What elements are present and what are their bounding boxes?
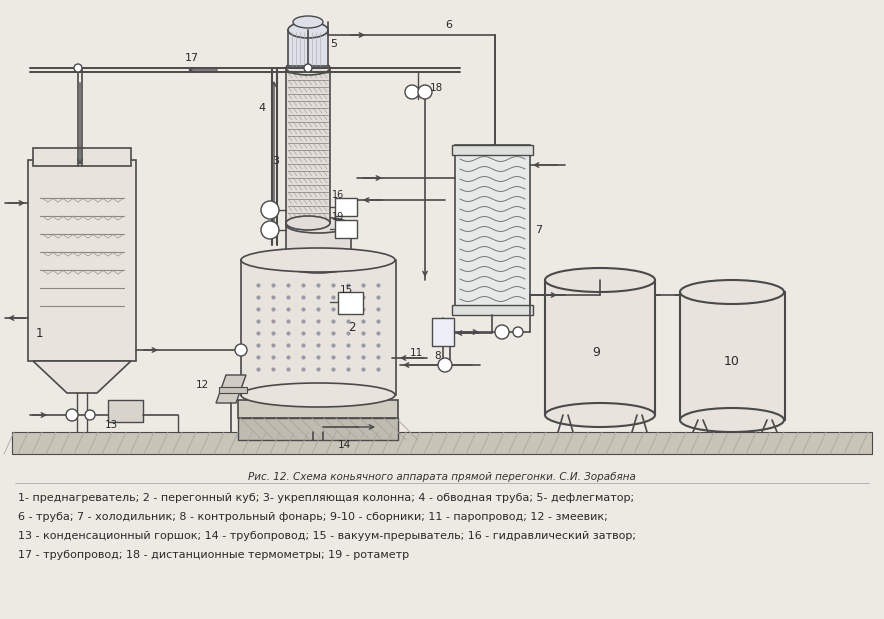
- Bar: [33, 148, 131, 166]
- Circle shape: [74, 64, 82, 72]
- Polygon shape: [216, 375, 246, 403]
- Text: 6 - труба; 7 - холодильник; 8 - контрольный фонарь; 9-10 - сборники; 11 - паропр: 6 - труба; 7 - холодильник; 8 - контроль…: [18, 512, 608, 522]
- Text: 14: 14: [338, 440, 351, 450]
- Bar: [108, 400, 143, 422]
- Bar: [335, 198, 357, 216]
- Ellipse shape: [288, 22, 328, 38]
- Text: 12: 12: [196, 380, 210, 390]
- Text: 17: 17: [185, 53, 199, 63]
- Ellipse shape: [293, 16, 323, 28]
- Text: 15: 15: [340, 285, 354, 295]
- Ellipse shape: [545, 403, 655, 427]
- Bar: [452, 305, 533, 315]
- Bar: [335, 220, 357, 238]
- Text: 4: 4: [258, 103, 265, 113]
- Text: 18: 18: [430, 83, 443, 93]
- Ellipse shape: [545, 268, 655, 292]
- Text: Рис. 12. Схема коньячного аппарата прямой перегонки. С.И. Зорабяна: Рис. 12. Схема коньячного аппарата прямо…: [248, 472, 636, 482]
- Bar: [452, 145, 533, 155]
- Circle shape: [66, 409, 78, 421]
- Bar: [680, 292, 785, 420]
- Circle shape: [495, 325, 509, 339]
- Ellipse shape: [286, 217, 350, 233]
- Bar: [286, 68, 330, 223]
- Text: 13 - конденсационный горшок; 14 - трубопровод; 15 - вакуум-прерыватель; 16 - гид: 13 - конденсационный горшок; 14 - трубоп…: [18, 531, 636, 541]
- Ellipse shape: [241, 383, 395, 407]
- Text: 16: 16: [332, 190, 344, 200]
- Text: 11: 11: [410, 348, 423, 358]
- Circle shape: [304, 64, 312, 72]
- Text: 19: 19: [332, 212, 344, 222]
- Bar: [219, 387, 247, 393]
- Bar: [241, 260, 396, 395]
- Ellipse shape: [286, 216, 330, 230]
- Text: 6: 6: [445, 20, 452, 30]
- Circle shape: [418, 85, 432, 99]
- Text: 3: 3: [272, 156, 279, 166]
- Circle shape: [513, 327, 523, 337]
- Circle shape: [261, 221, 279, 239]
- Circle shape: [235, 344, 247, 356]
- Text: 5: 5: [330, 39, 337, 49]
- Text: 1: 1: [36, 326, 43, 339]
- Bar: [455, 145, 530, 315]
- Text: 8: 8: [434, 351, 440, 361]
- Text: 9: 9: [592, 345, 600, 358]
- Circle shape: [261, 201, 279, 219]
- Text: 10: 10: [724, 355, 740, 368]
- Ellipse shape: [680, 408, 784, 432]
- Ellipse shape: [241, 248, 395, 272]
- Text: 13: 13: [105, 420, 118, 430]
- Text: 7: 7: [535, 225, 542, 235]
- Ellipse shape: [286, 61, 330, 75]
- Bar: [12, 432, 872, 454]
- Bar: [545, 280, 655, 415]
- Bar: [238, 400, 398, 418]
- Circle shape: [438, 358, 452, 372]
- Text: 2: 2: [348, 321, 355, 334]
- Ellipse shape: [286, 257, 350, 273]
- Bar: [338, 292, 363, 314]
- Bar: [238, 418, 398, 440]
- Ellipse shape: [680, 280, 784, 304]
- Bar: [28, 160, 136, 361]
- Bar: [432, 318, 454, 346]
- Text: 17 - трубопровод; 18 - дистанционные термометры; 19 - ротаметр: 17 - трубопровод; 18 - дистанционные тер…: [18, 550, 409, 560]
- Circle shape: [85, 410, 95, 420]
- Circle shape: [405, 85, 419, 99]
- Text: 1- преднагреватель; 2 - перегонный куб; 3- укрепляющая колонна; 4 - обводная тру: 1- преднагреватель; 2 - перегонный куб; …: [18, 493, 634, 503]
- Bar: [288, 30, 328, 66]
- Bar: [286, 225, 351, 265]
- Polygon shape: [33, 361, 131, 393]
